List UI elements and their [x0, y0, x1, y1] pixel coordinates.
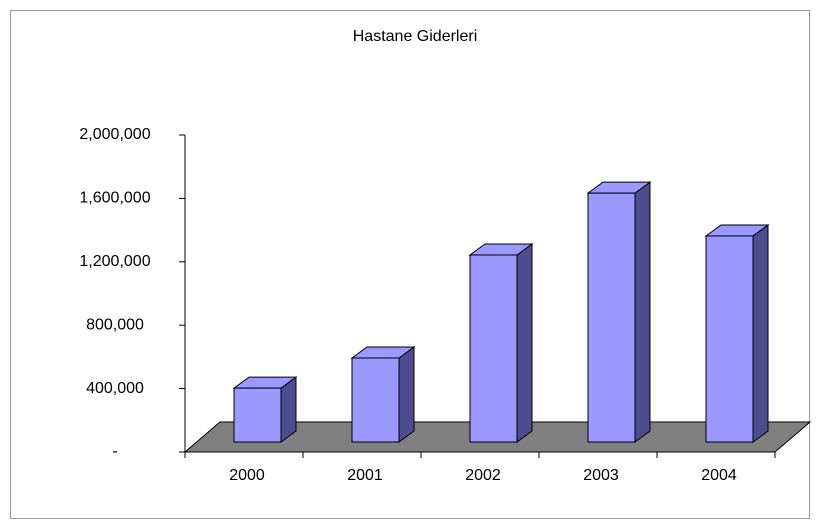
bar [233, 387, 282, 443]
x-tick-label: 2004 [701, 467, 737, 484]
y-tick-label: 1,600,000 [79, 190, 150, 207]
x-tick-label: 2000 [229, 467, 265, 484]
x-tick-label: 2003 [583, 467, 619, 484]
bar [705, 235, 754, 443]
chart-title: Hastane Giderleri [353, 28, 478, 45]
bar [469, 254, 518, 443]
bar-side [752, 223, 769, 443]
y-tick-label: 2,000,000 [79, 126, 150, 143]
y-tick-label: 1,200,000 [79, 253, 150, 270]
bar [351, 357, 400, 443]
x-tick-label: 2002 [465, 467, 501, 484]
y-tick-label: 800,000 [86, 316, 144, 333]
x-tick-label: 2001 [347, 467, 383, 484]
y-tick-label: - [112, 443, 117, 460]
bar-side [516, 242, 533, 443]
bar [587, 192, 636, 443]
y-tick-label: 400,000 [86, 380, 144, 397]
bar-side [398, 346, 415, 443]
bar-side [634, 181, 651, 443]
